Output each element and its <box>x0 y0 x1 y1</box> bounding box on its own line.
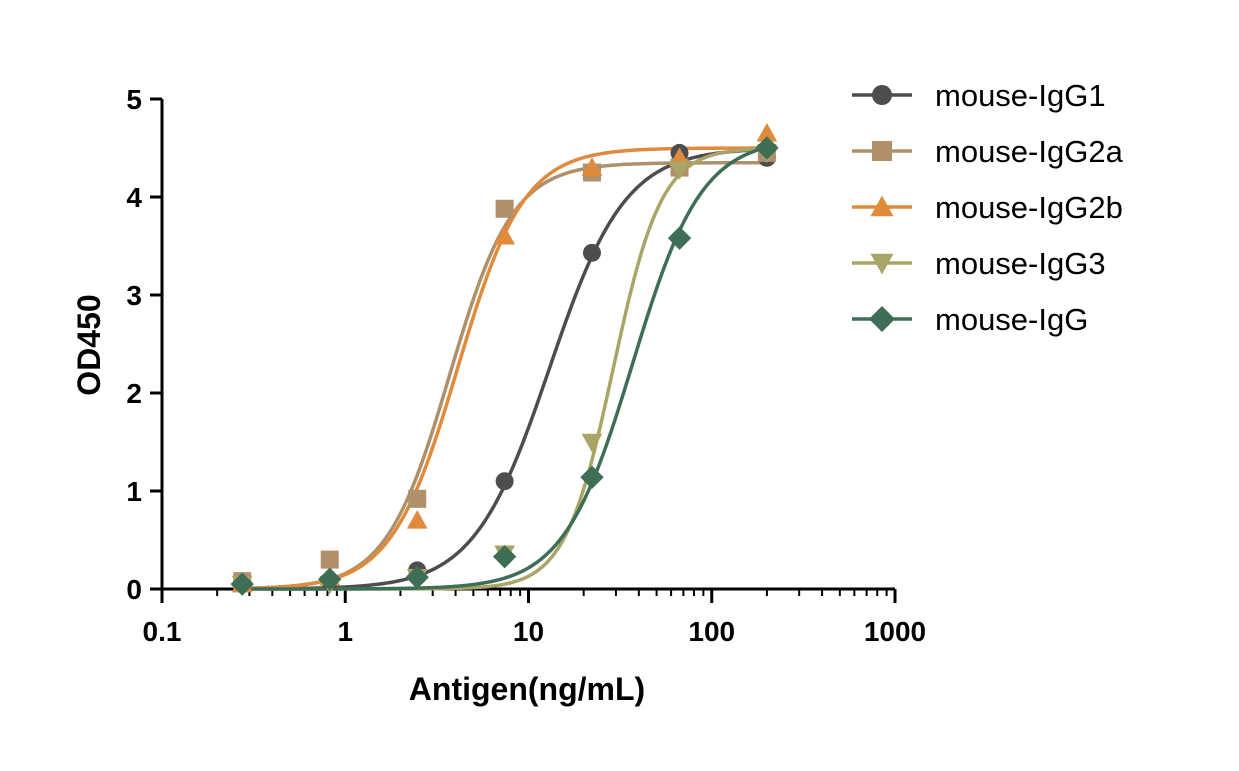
y-tick-label: 5 <box>126 84 142 115</box>
x-axis-label: Antigen(ng/mL) <box>409 671 645 707</box>
data-point <box>580 465 604 489</box>
data-point <box>495 199 514 218</box>
legend-label: mouse-IgG2a <box>935 134 1124 169</box>
legend-marker <box>870 195 894 217</box>
data-point <box>408 489 427 508</box>
y-tick-label: 2 <box>126 378 142 409</box>
data-point <box>320 550 339 569</box>
data-point <box>405 565 429 589</box>
data-point <box>406 510 428 529</box>
data-markers <box>230 122 779 596</box>
y-tick-label: 3 <box>126 280 142 311</box>
data-point <box>582 243 601 262</box>
data-point <box>755 136 779 160</box>
data-point <box>581 157 603 176</box>
y-tick-label: 1 <box>126 476 142 507</box>
legend-label: mouse-IgG <box>935 302 1088 337</box>
data-point <box>495 472 514 491</box>
legend-marker <box>870 253 894 275</box>
x-tick-label: 0.1 <box>143 616 182 647</box>
x-tick-label: 1 <box>337 616 353 647</box>
x-tick-label: 10 <box>513 616 544 647</box>
x-tick-label: 100 <box>688 616 735 647</box>
axes: 0 1 2 3 4 5 0.1 1 10 100 1000 <box>126 84 926 647</box>
data-point <box>581 433 603 453</box>
legend-marker <box>872 141 892 161</box>
data-point <box>667 226 692 250</box>
data-point <box>230 572 254 596</box>
legend-label: mouse-IgG3 <box>935 246 1106 281</box>
legend-label: mouse-IgG2b <box>935 190 1123 225</box>
legend: mouse-IgG1 mouse-IgG2a mouse-IgG2b mouse-Ig… <box>852 78 1124 337</box>
legend-marker <box>869 306 895 332</box>
data-point <box>492 544 517 569</box>
legend-label: mouse-IgG1 <box>935 78 1106 113</box>
legend-marker <box>872 85 892 105</box>
data-point <box>756 122 778 142</box>
x-tick-label: 1000 <box>864 616 926 647</box>
data-point <box>318 567 342 591</box>
y-axis-label: OD450 <box>71 294 107 395</box>
y-tick-label: 0 <box>126 574 142 605</box>
data-point <box>494 225 515 245</box>
y-tick-label: 4 <box>126 182 142 213</box>
data-point <box>669 161 690 180</box>
